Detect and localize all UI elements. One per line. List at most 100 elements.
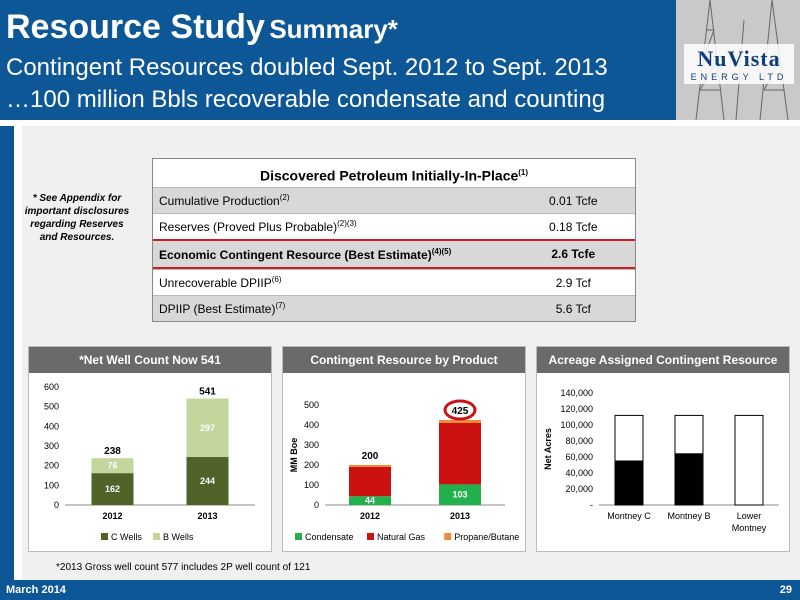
bar-segment <box>614 414 644 462</box>
product-chart-panel: Contingent Resource by Product 0 100 200 30… <box>282 346 526 552</box>
x-tick-label: 2013 <box>450 511 470 521</box>
row-sup: (6) <box>271 275 282 284</box>
y-tick-label: 500 <box>304 400 319 410</box>
subtitle-line1: Contingent Resources doubled Sept. 2012 … <box>6 54 608 81</box>
legend-label: Natural Gas <box>377 532 426 542</box>
table-row: Cumulative Production(2) 0.01 Tcfe <box>153 187 635 213</box>
row-label: Cumulative Production <box>159 194 280 208</box>
table-title-text: Discovered Petroleum Initially-In-Place <box>259 167 519 184</box>
row-sup: (7) <box>275 301 286 310</box>
data-label: 103 <box>452 490 467 500</box>
y-tick-label: 20,000 <box>565 484 593 494</box>
total-label: 238 <box>104 446 121 457</box>
y-tick-label: 300 <box>44 441 59 451</box>
left-accent-bar <box>0 126 14 580</box>
row-sup: (4)(5) <box>431 246 452 256</box>
total-label: 425 <box>452 406 469 417</box>
y-tick-label: 100 <box>304 480 319 490</box>
bar-segment <box>349 465 391 467</box>
y-tick-label: 600 <box>44 382 59 392</box>
bar-segment <box>91 473 134 505</box>
company-logo: NuVista ENERGY LTD <box>684 44 794 84</box>
row-label: DPIIP (Best Estimate) <box>159 302 276 316</box>
disclaimer-note: * See Appendix for important disclosures… <box>24 193 130 243</box>
highlight-ring <box>443 399 477 421</box>
bar-segment <box>186 398 229 458</box>
x-tick-label: Lower <box>737 511 762 521</box>
data-label: 76 <box>107 461 117 471</box>
table-title-sup: (1) <box>518 168 529 177</box>
logo-panel: NuVista ENERGY LTD <box>676 0 800 120</box>
footer-date: March 2014 <box>6 584 66 596</box>
y-tick-label: 60,000 <box>565 452 593 462</box>
acreage-chart-title: Acreage Assigned Contingent Resource <box>537 347 789 373</box>
x-tick-label: 2012 <box>360 511 380 521</box>
dpiip-table: Discovered Petroleum Initially-In-Place(… <box>152 158 636 322</box>
bar-segment <box>674 414 704 455</box>
y-tick-label: 200 <box>304 460 319 470</box>
y-axis-label: Net Acres <box>543 428 553 470</box>
wells-chart-title: *Net Well Count Now 541 <box>29 347 271 373</box>
bar-segment <box>186 457 229 505</box>
x-tick-label: 2013 <box>197 511 217 521</box>
bar-segment <box>734 414 764 506</box>
x-tick-label: Montney B <box>667 511 710 521</box>
bar-segment <box>614 460 644 506</box>
row-sup: (2) <box>279 193 290 202</box>
y-tick-label: 80,000 <box>565 436 593 446</box>
y-tick-label: 140,000 <box>560 388 593 398</box>
legend-swatch <box>101 533 108 540</box>
bar-segment <box>349 467 391 497</box>
title-suffix: Summary* <box>269 14 398 44</box>
y-tick-label: 40,000 <box>565 468 593 478</box>
table-row-highlighted: Economic Contingent Resource (Best Estim… <box>153 239 635 269</box>
row-value: 0.01 Tcfe <box>549 193 598 208</box>
page-number: 29 <box>779 584 792 596</box>
data-label: 162 <box>105 484 120 494</box>
footer-bar: March 2014 29 <box>0 580 800 600</box>
subtitle-line2: …100 million Bbls recoverable condensate… <box>6 86 606 113</box>
logo-subtitle: ENERGY LTD <box>690 72 788 82</box>
row-value: 2.6 Tcfe <box>551 247 596 261</box>
wells-chart: 0 100 200 300 400 500 600 162 76 238 2012 244 297 541… <box>44 382 255 542</box>
row-label: Unrecoverable DPIIP <box>159 276 272 290</box>
legend-swatch <box>153 533 160 540</box>
acreage-chart: - 20,000 40,000 60,000 80,000 100,000 120,000 1… <box>543 388 779 533</box>
legend-swatch <box>367 533 374 540</box>
y-tick-label: 120,000 <box>560 404 593 414</box>
data-label: 44 <box>365 496 375 506</box>
y-tick-label: 100 <box>44 480 59 490</box>
table-row: Reserves (Proved Plus Probable)(2)(3) 0.… <box>153 213 635 239</box>
table-title: Discovered Petroleum Initially-In-Place(… <box>153 159 635 187</box>
y-tick-label: - <box>590 500 593 510</box>
row-sup: (2)(3) <box>337 219 357 228</box>
y-axis-label: MM Boe <box>289 438 299 473</box>
product-chart-title: Contingent Resource by Product <box>283 347 525 373</box>
y-tick-label: 500 <box>44 402 59 412</box>
x-tick-label: 2012 <box>102 511 122 521</box>
bar-segment <box>674 453 704 506</box>
row-label: Economic Contingent Resource (Best Estim… <box>159 247 432 262</box>
y-tick-label: 400 <box>304 420 319 430</box>
legend-swatch <box>295 533 302 540</box>
row-value: 2.9 Tcf <box>555 275 591 290</box>
title-main: Resource Study <box>6 8 265 46</box>
highlight-ring <box>443 484 477 506</box>
data-label: 244 <box>200 476 215 486</box>
table-row: DPIIP (Best Estimate)(7) 5.6 Tcf <box>153 295 635 321</box>
bar-segment <box>91 458 134 474</box>
row-label: Reserves (Proved Plus Probable) <box>159 220 338 234</box>
product-chart: 0 100 200 300 400 500 MM Boe 44 200 2012 103 425 201… <box>289 399 519 542</box>
header-banner: Resource Study Summary* Contingent Resou… <box>0 0 676 120</box>
page-title: Resource Study Summary* <box>6 8 398 47</box>
x-tick-label: Montney <box>732 523 767 533</box>
y-tick-label: 0 <box>314 500 319 510</box>
bar-segment <box>349 496 391 505</box>
wells-chart-panel: *Net Well Count Now 541 0 100 200 300 400 500… <box>28 346 272 552</box>
footnote: *2013 Gross well count 577 includes 2P w… <box>56 562 311 573</box>
y-tick-label: 0 <box>54 500 59 510</box>
total-label: 200 <box>362 451 379 462</box>
acreage-chart-panel: Acreage Assigned Contingent Resource - 20… <box>536 346 790 552</box>
row-value: 0.18 Tcfe <box>549 219 598 234</box>
total-label: 541 <box>199 387 216 398</box>
